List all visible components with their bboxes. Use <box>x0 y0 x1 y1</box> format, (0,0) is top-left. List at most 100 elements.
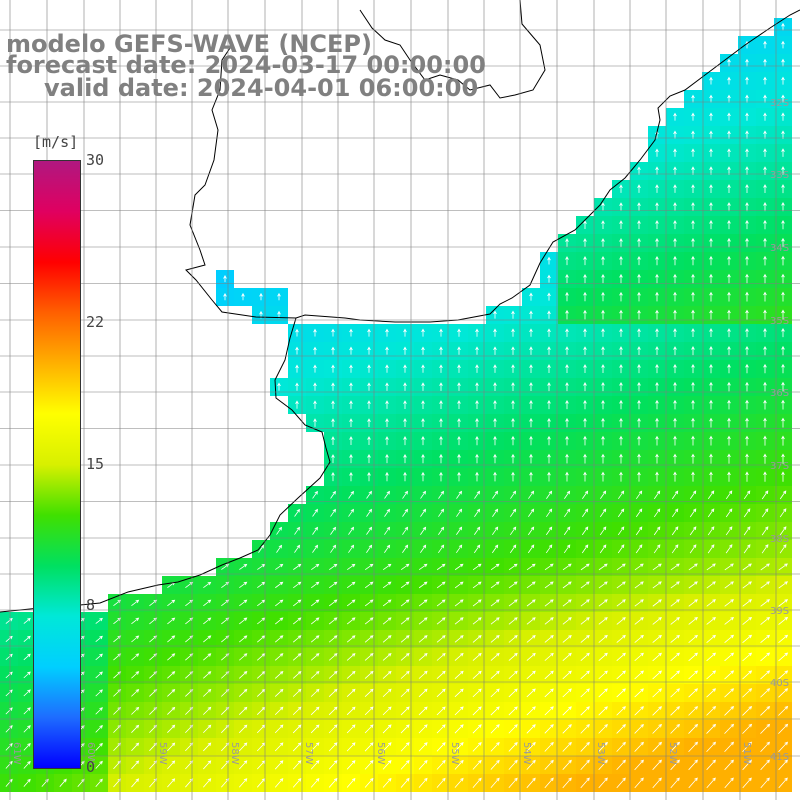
wind-arrow <box>547 453 551 464</box>
wind-arrow <box>403 453 407 464</box>
wind-arrow <box>778 616 789 625</box>
wind-arrow <box>637 184 641 193</box>
wind-arrow <box>203 653 212 661</box>
wind-arrow <box>673 471 677 482</box>
wind-arrow <box>688 723 699 734</box>
wind-arrow <box>727 220 731 230</box>
wind-arrow <box>781 291 785 302</box>
wind-arrow <box>529 328 533 337</box>
wind-arrow <box>760 688 771 698</box>
wind-arrow <box>691 453 695 464</box>
wind-arrow <box>727 148 731 157</box>
wind-arrow <box>781 76 785 85</box>
wind-arrow <box>364 670 374 679</box>
wind-arrow <box>673 148 677 157</box>
wind-arrow <box>436 706 446 716</box>
wind-arrow <box>763 58 767 67</box>
wind-arrow <box>529 417 533 428</box>
wind-arrow <box>400 563 410 571</box>
wind-arrow <box>95 671 103 679</box>
wind-arrow <box>346 777 356 788</box>
wind-arrow <box>781 471 785 482</box>
wind-arrow <box>745 453 749 464</box>
wind-arrow <box>745 309 749 320</box>
wind-arrow <box>725 490 733 500</box>
wind-arrow <box>781 381 785 392</box>
wind-arrow <box>634 759 644 771</box>
wind-arrow <box>670 652 680 662</box>
wind-arrow <box>616 777 626 789</box>
wind-arrow <box>95 653 103 661</box>
wind-arrow <box>763 345 767 356</box>
wind-arrow <box>637 291 641 302</box>
wind-arrow <box>655 148 659 157</box>
wind-arrow <box>673 328 677 337</box>
wind-arrow <box>421 400 425 409</box>
wind-arrow <box>562 759 572 770</box>
wind-arrow <box>745 94 749 103</box>
wind-arrow <box>727 166 731 175</box>
wind-arrow <box>295 364 299 373</box>
wind-arrow <box>562 670 572 680</box>
wind-arrow <box>724 581 734 589</box>
wind-arrow <box>655 381 659 392</box>
wind-arrow <box>634 634 644 643</box>
wind-arrow <box>742 581 752 589</box>
wind-arrow <box>781 273 785 284</box>
wind-arrow <box>635 508 643 518</box>
wind-arrow <box>527 544 535 554</box>
wind-arrow <box>331 436 335 446</box>
wind-arrow <box>634 617 644 625</box>
wind-arrow <box>167 671 176 679</box>
wind-arrow <box>637 417 641 428</box>
wind-arrow <box>637 346 641 356</box>
longitude-label: 61W <box>11 742 22 765</box>
wind-arrow <box>438 490 445 499</box>
wind-arrow <box>619 328 623 337</box>
wind-arrow <box>310 777 320 788</box>
wind-arrow <box>436 742 446 752</box>
wind-arrow <box>616 688 626 698</box>
wind-arrow <box>781 309 785 320</box>
wind-arrow <box>457 400 461 410</box>
wind-arrow <box>691 309 695 320</box>
wind-arrow <box>637 202 641 211</box>
wind-arrow <box>238 671 248 679</box>
wind-arrow <box>781 166 785 175</box>
wind-arrow <box>727 346 731 356</box>
wind-arrow <box>328 653 338 661</box>
wind-arrow <box>709 184 713 193</box>
wind-arrow <box>547 346 551 355</box>
wind-arrow <box>349 418 353 427</box>
wind-arrow <box>295 382 299 391</box>
wind-arrow <box>709 309 713 320</box>
wind-arrow <box>203 742 212 752</box>
wind-arrow <box>313 346 317 355</box>
wind-arrow <box>709 471 713 482</box>
wind-arrow <box>583 309 587 320</box>
wind-arrow <box>691 381 695 392</box>
wind-arrow <box>436 563 446 571</box>
wind-arrow <box>564 508 571 518</box>
wind-arrow <box>637 471 641 482</box>
wind-arrow <box>745 399 749 410</box>
wind-arrow <box>421 418 425 428</box>
wind-arrow <box>761 544 769 554</box>
wind-arrow <box>565 453 569 464</box>
wind-arrow <box>761 508 769 518</box>
wind-arrow <box>781 130 785 139</box>
wind-arrow <box>583 399 587 410</box>
valid-date: valid date: 2024-04-01 06:00:00 <box>44 74 479 102</box>
wind-arrow <box>385 328 389 337</box>
wind-arrow <box>203 688 212 697</box>
wind-arrow <box>781 435 785 446</box>
wind-arrow <box>456 526 463 535</box>
wind-arrow <box>493 364 497 373</box>
wind-arrow <box>421 328 425 337</box>
wind-arrow <box>95 689 103 697</box>
wind-arrow <box>346 706 356 716</box>
wind-arrow <box>781 112 785 121</box>
wind-arrow <box>580 759 590 770</box>
longitude-label: 57W <box>303 742 314 765</box>
